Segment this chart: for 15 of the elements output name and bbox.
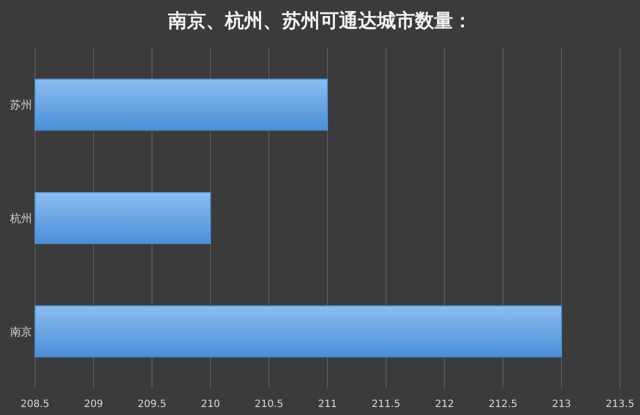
x-tick-label: 210 (200, 399, 220, 410)
x-tick-label: 212 (434, 399, 454, 410)
x-tick-label: 209 (84, 399, 104, 410)
y-tick-label: 苏州 (10, 98, 32, 112)
x-tick-label: 209.5 (138, 399, 166, 410)
x-tick-label: 211.5 (372, 399, 400, 410)
x-tick-label: 210.5 (254, 399, 284, 410)
x-tick-label: 211 (318, 399, 338, 410)
chart-title: 南京、杭州、苏州可通达城市数量： (167, 10, 472, 32)
x-tick-label: 213 (552, 399, 572, 410)
y-tick-label: 杭州 (9, 212, 32, 225)
y-tick-label: 南京 (10, 325, 32, 338)
x-tick-label: 212.5 (488, 399, 518, 410)
x-tick-label: 208.5 (20, 399, 50, 410)
x-tick-label: 213.5 (606, 399, 634, 410)
